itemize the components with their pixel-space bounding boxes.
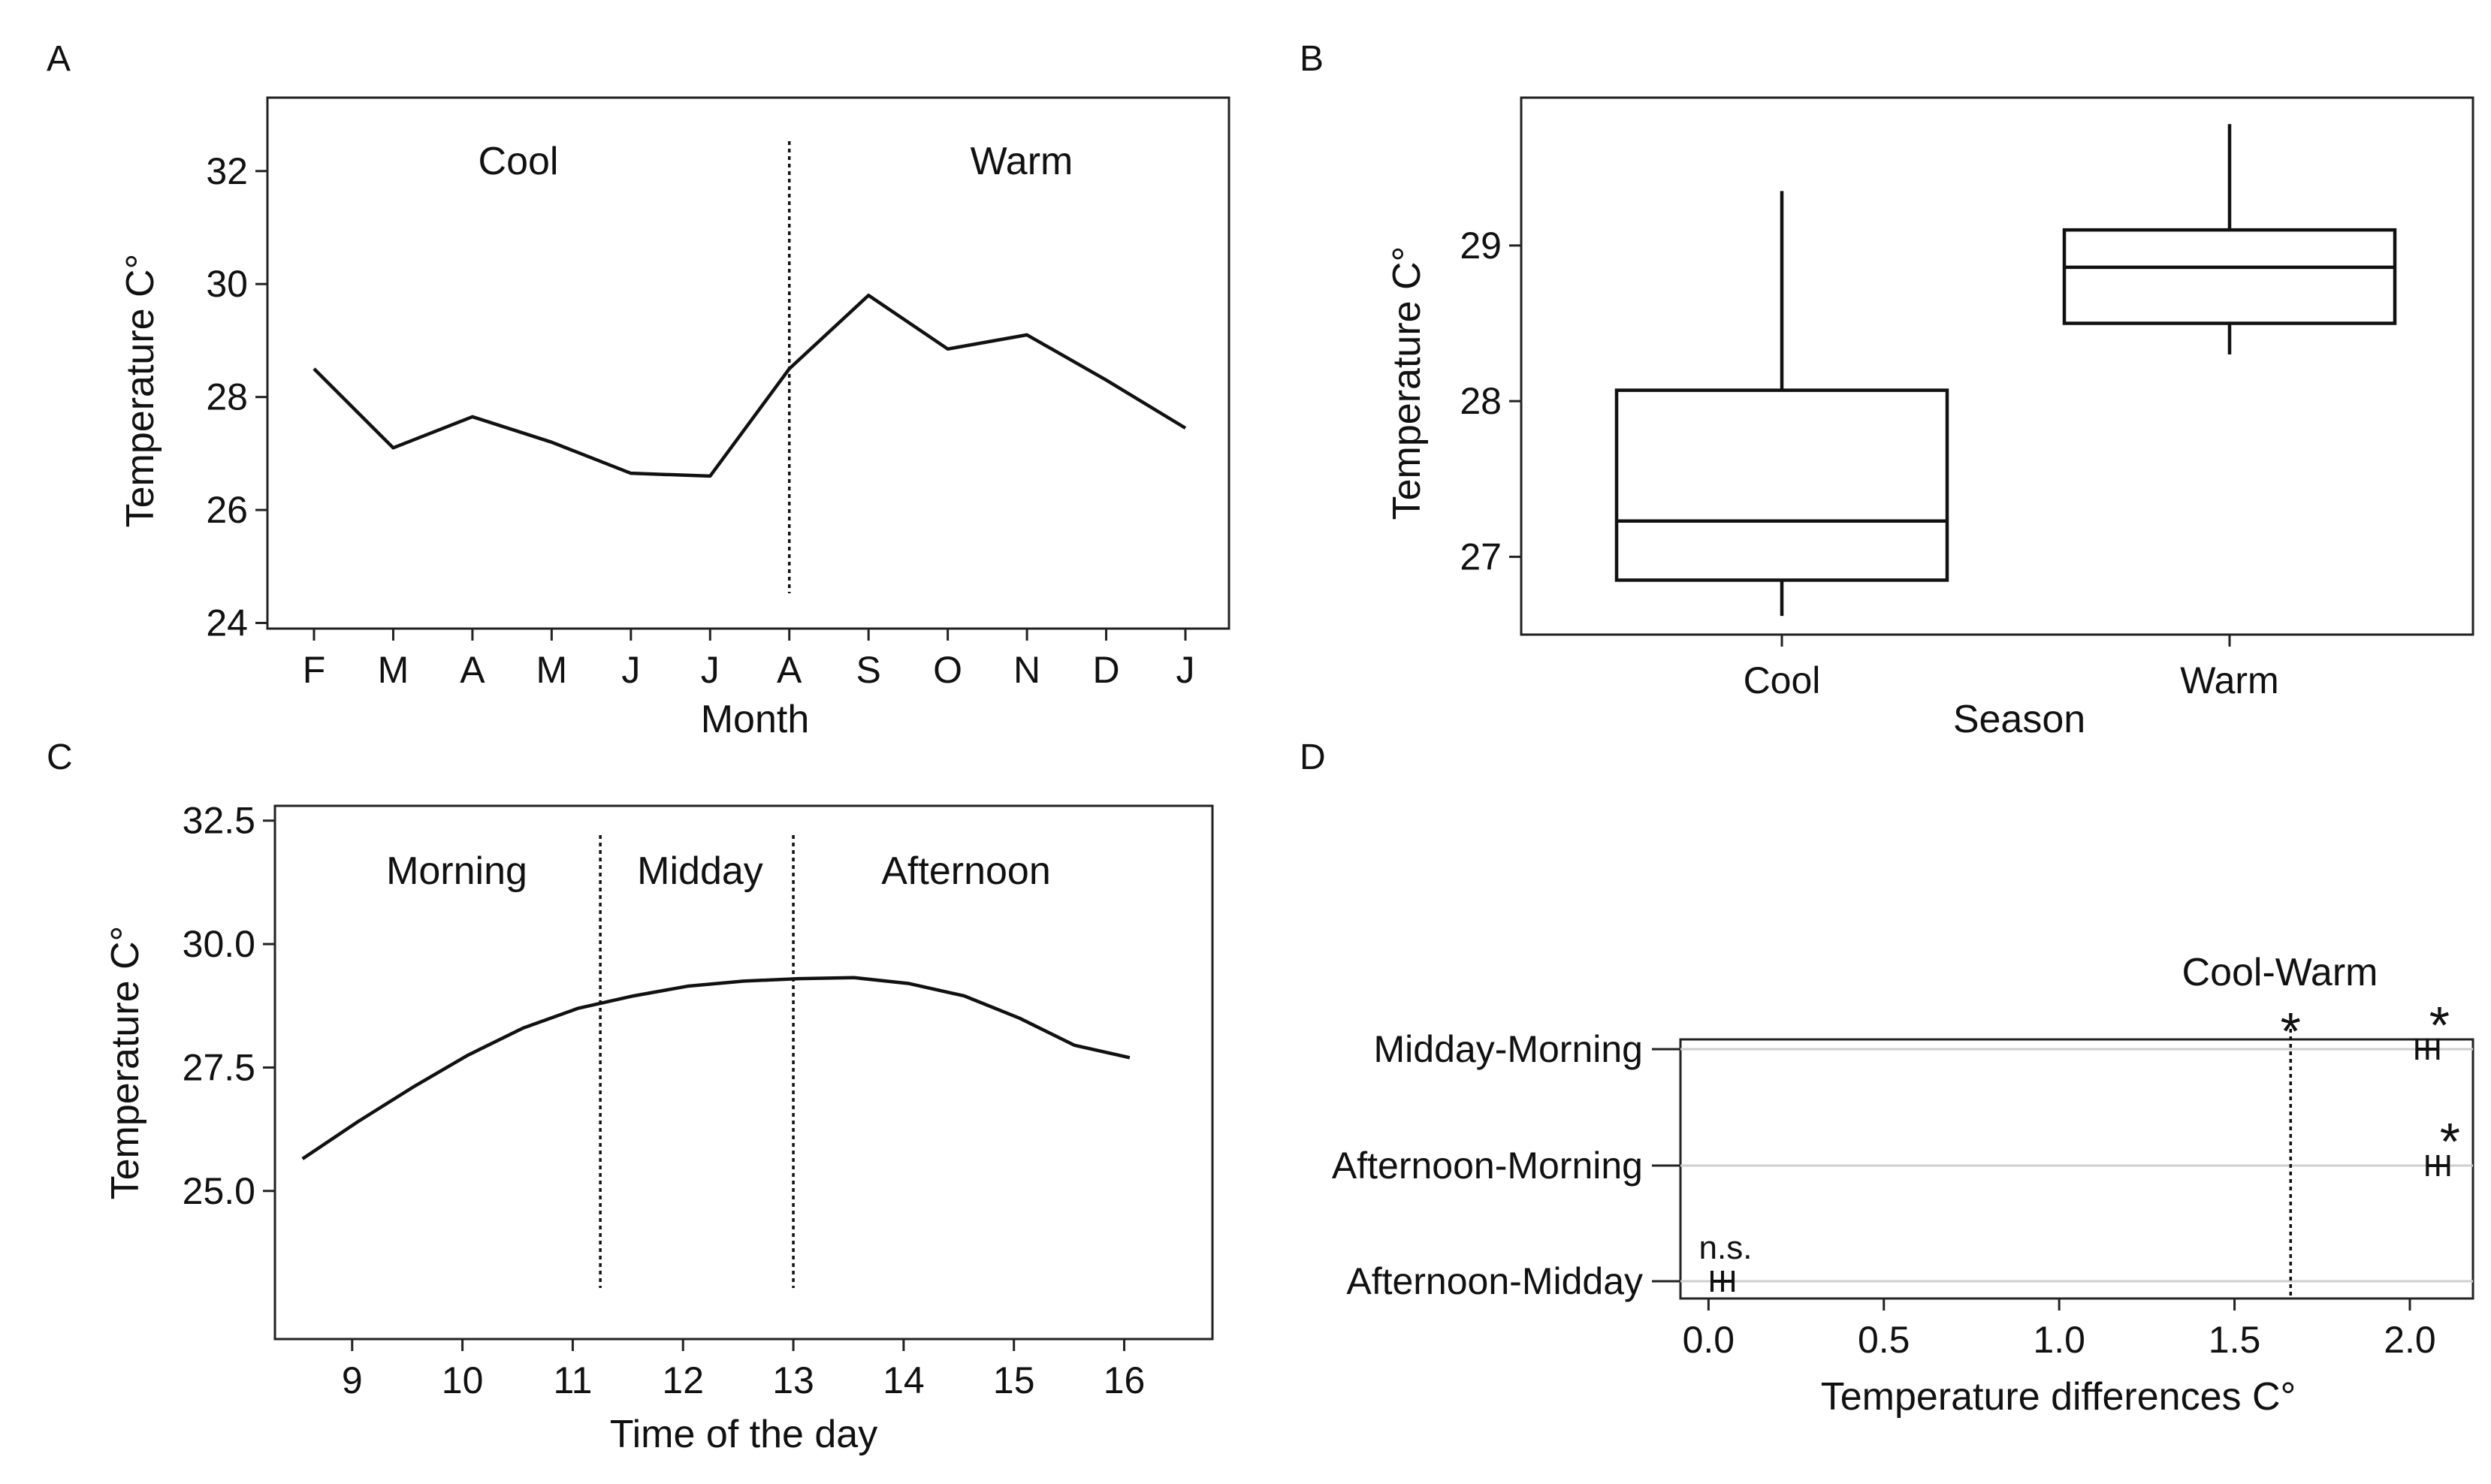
panel-a-letter: A — [47, 39, 71, 79]
panel-b-box — [2062, 228, 2397, 325]
panel-b-y-tick-label: 29 — [1460, 225, 1502, 267]
panel-d-title: Cool-Warm — [2182, 951, 2378, 994]
panel-c-temperature-line — [301, 976, 1131, 1160]
panel-a-y-tick-label: 32 — [206, 150, 248, 192]
panel-c-period-label: Morning — [386, 849, 527, 893]
panel-c-y-axis-title: Temperature C° — [104, 926, 147, 1200]
panel-a-x-axis-title: Month — [701, 698, 810, 741]
panel-c-x-axis-title: Time of the day — [610, 1413, 877, 1456]
panel-c-y-tick-label: 30.0 — [183, 923, 255, 965]
panel-c-frame — [273, 804, 1214, 1341]
panel-b-x-axis-title: Season — [1953, 698, 2085, 741]
panel-c-x-tick-label: 16 — [1104, 1359, 1146, 1401]
panel-d-significance-star: * — [2440, 1112, 2460, 1171]
panel-d-letter: D — [1300, 737, 1326, 777]
panel-a-temperature-line — [313, 293, 1187, 478]
panel-b-y-tick-label: 28 — [1460, 380, 1502, 422]
panel-a-x-tick-label: F — [303, 649, 326, 691]
panel-d-x-tick-label: 1.5 — [2209, 1319, 2261, 1361]
panel-c-letter: C — [47, 737, 73, 777]
panel-b-y-axis-title: Temperature C° — [1385, 246, 1429, 520]
panel-a-x-tick-label: O — [933, 649, 962, 691]
panel-d-x-tick-label: 2.0 — [2384, 1319, 2436, 1361]
panel-d-interval-chart: Midday-Morning * Afternoon-Morning * Afterno… — [1332, 951, 2474, 1419]
panel-b-box-plot: 27 28 29 Cool Warm Season Temperature C° — [1385, 96, 2474, 741]
panel-d-x-tick-label: 0.5 — [1858, 1319, 1910, 1361]
panel-a-y-tick-label: 26 — [206, 489, 248, 531]
panel-a-y-tick-label: 28 — [206, 376, 248, 418]
panel-a-x-tick-label: S — [856, 649, 881, 691]
panel-d-x-tick-label: 0.0 — [1683, 1319, 1735, 1361]
panel-d-row-label: Afternoon-Midday — [1346, 1260, 1643, 1302]
panel-b-x-tick-label: Cool — [1744, 659, 1821, 701]
panel-a-x-tick-label: J — [621, 649, 640, 691]
panel-c-x-tick-label: 13 — [772, 1359, 814, 1401]
panel-d-reference-star: * — [2281, 1002, 2301, 1060]
panel-a-y-tick-label: 30 — [206, 263, 248, 305]
panel-d-frame — [1679, 1038, 2474, 1300]
panel-a-x-tick-label: D — [1092, 649, 1119, 691]
panel-b-frame — [1520, 96, 2474, 636]
panel-c-period-label: Midday — [637, 849, 763, 893]
panel-b-box — [1614, 388, 1949, 582]
panel-a-y-axis-title: Temperature C° — [119, 254, 162, 528]
panel-c-x-tick-label: 14 — [883, 1359, 925, 1401]
panel-d-row-label: Midday-Morning — [1374, 1028, 1643, 1070]
panel-c-line-chart: 25.0 27.5 30.0 32.5 9 10 11 12 13 14 15 16 Morning Mi… — [104, 800, 1214, 1456]
panel-a-x-tick-label: M — [378, 649, 409, 691]
panel-b-x-tick-label: Warm — [2180, 659, 2278, 701]
panel-d-significance-star: * — [2429, 996, 2450, 1054]
panel-c-y-tick-label: 27.5 — [183, 1046, 255, 1088]
panel-c-x-tick-label: 9 — [342, 1359, 363, 1401]
panel-b-y-tick-label: 27 — [1460, 535, 1502, 578]
panel-a-x-tick-label: A — [777, 649, 802, 691]
panel-a-x-tick-label: J — [701, 649, 720, 691]
panel-c-y-tick-label: 25.0 — [183, 1170, 255, 1212]
panel-a-x-tick-label: M — [536, 649, 568, 691]
panel-c-period-label: Afternoon — [881, 849, 1051, 893]
panel-a-line-chart: 24 26 28 30 32 F M A M J J A S O N D J Cool Warm Month Tem… — [119, 96, 1230, 741]
panel-c-x-tick-label: 12 — [662, 1359, 704, 1401]
panel-a-x-tick-label: N — [1013, 649, 1040, 691]
panel-c-y-tick-label: 32.5 — [183, 800, 255, 842]
panel-c-x-tick-label: 15 — [993, 1359, 1035, 1401]
panel-a-frame — [266, 96, 1230, 630]
panel-a-cool-label: Cool — [479, 140, 559, 183]
panel-d-x-tick-label: 1.0 — [2033, 1319, 2085, 1361]
panel-b-letter: B — [1300, 39, 1324, 79]
panel-a-x-tick-label: J — [1176, 649, 1195, 691]
panel-c-x-tick-label: 11 — [553, 1359, 592, 1401]
panel-d-x-axis-title: Temperature differences C° — [1821, 1375, 2296, 1419]
panel-a-warm-label: Warm — [971, 140, 1073, 183]
panel-c-x-tick-label: 10 — [442, 1359, 484, 1401]
panel-a-y-tick-label: 24 — [206, 602, 248, 644]
panel-d-ns-label: n.s. — [1699, 1229, 1753, 1266]
panel-a-x-tick-label: A — [460, 649, 485, 691]
panel-d-row-label: Afternoon-Morning — [1332, 1145, 1643, 1187]
